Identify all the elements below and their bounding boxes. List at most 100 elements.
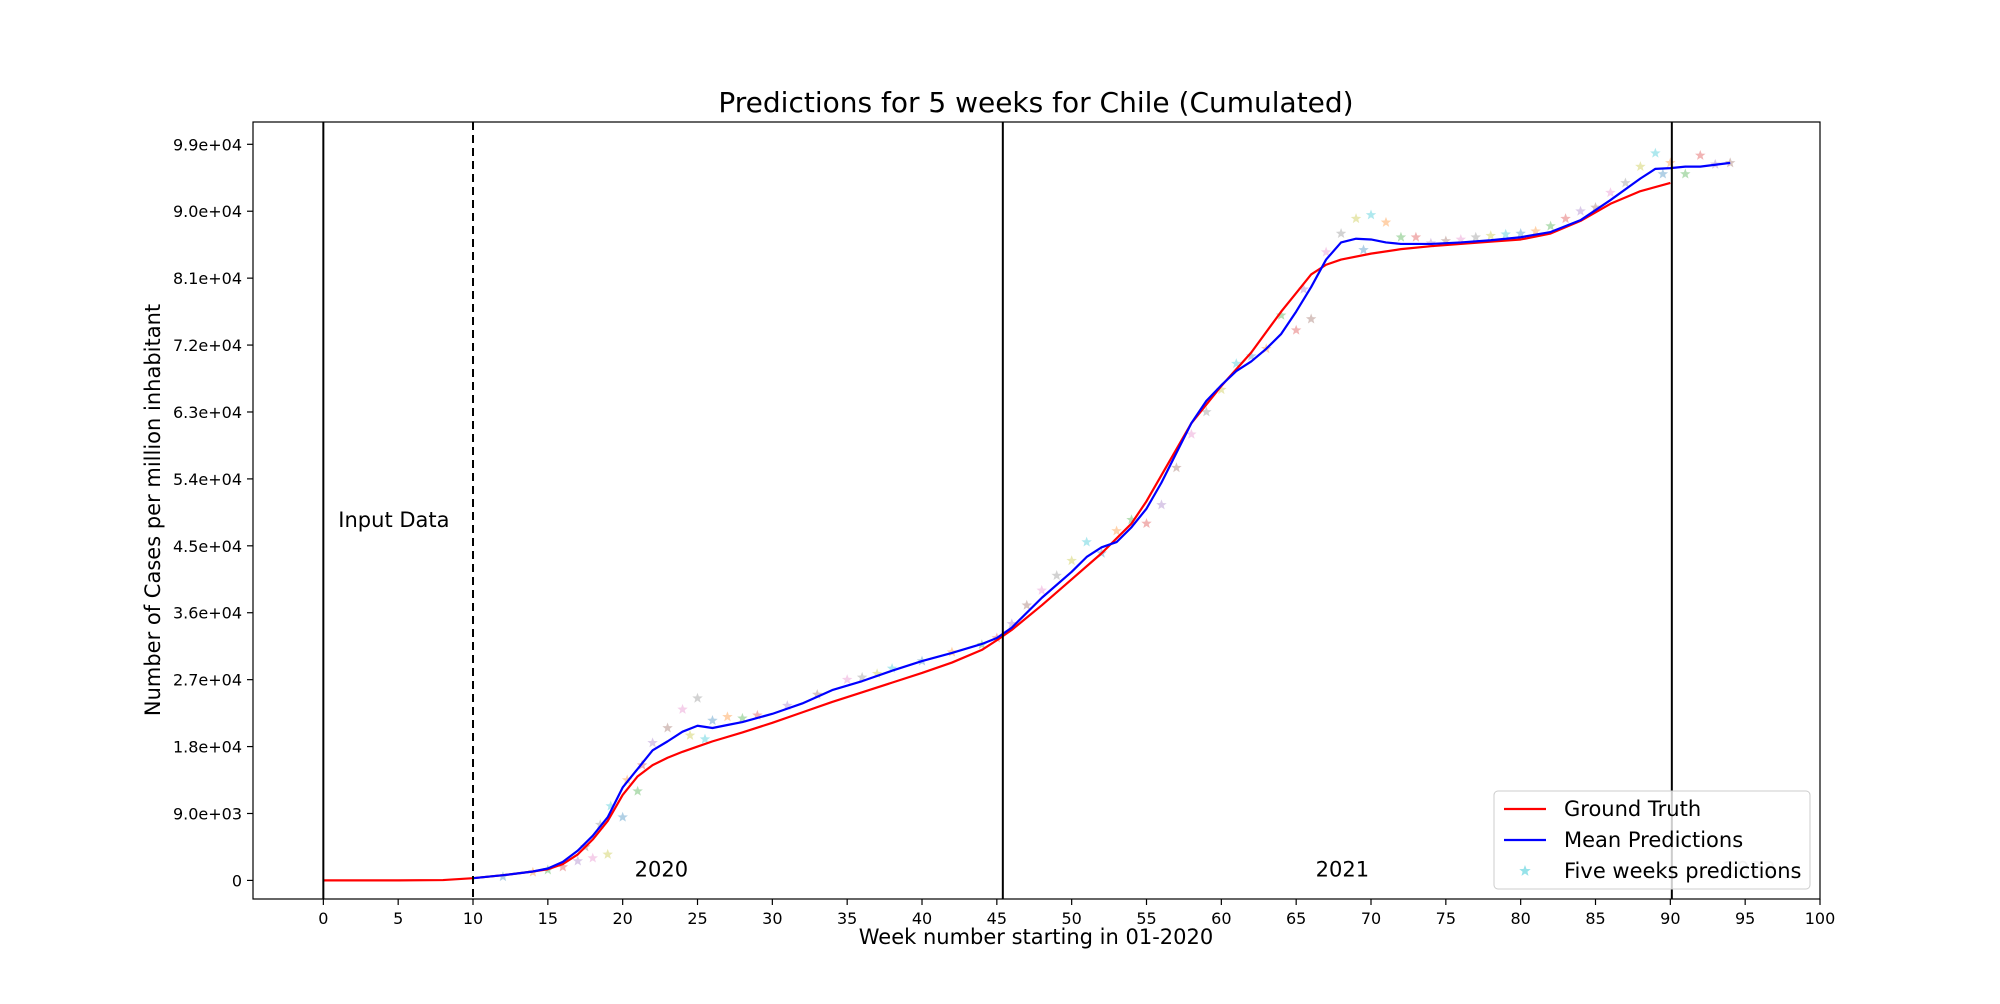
x-tick-label: 15	[538, 909, 558, 928]
prediction-star	[662, 722, 673, 733]
prediction-star	[1066, 555, 1077, 566]
x-tick-label: 80	[1510, 909, 1530, 928]
prediction-star	[1081, 536, 1092, 547]
prediction-star	[886, 663, 898, 673]
prediction-star	[1126, 514, 1137, 525]
annotation-2021: 2021	[1316, 858, 1369, 882]
y-tick-label: 6.3e+04	[173, 403, 242, 422]
legend-label-mean-predictions: Mean Predictions	[1564, 828, 1743, 852]
x-tick-label: 75	[1436, 909, 1456, 928]
prediction-star	[1006, 618, 1018, 629]
prediction-star	[1620, 177, 1631, 188]
y-tick-label: 0	[232, 871, 242, 890]
prediction-star	[1275, 309, 1287, 320]
prediction-star	[856, 671, 868, 682]
prediction-star	[1545, 220, 1556, 231]
prediction-star	[1455, 233, 1467, 244]
y-tick-label: 8.1e+04	[173, 269, 242, 288]
annotation-input-data: Input Data	[338, 508, 449, 532]
prediction-star	[946, 646, 958, 657]
x-tick-label: 45	[987, 909, 1007, 928]
x-tick-label: 20	[612, 909, 632, 928]
y-tick-label: 9.0e+04	[173, 202, 242, 221]
y-tick-label: 1.8e+04	[173, 738, 242, 757]
plot-frame	[252, 121, 1821, 900]
prediction-star	[1216, 384, 1227, 395]
prediction-star	[707, 715, 718, 725]
x-tick-label: 50	[1061, 909, 1081, 928]
prediction-star	[1156, 499, 1167, 510]
prediction-star	[1298, 283, 1309, 294]
x-tick-label: 30	[762, 909, 782, 928]
plot-area: Input Data202020212022051015202530354045…	[173, 121, 1836, 928]
prediction-star	[812, 689, 823, 699]
prediction-star	[1358, 244, 1369, 255]
y-tick-label: 2.7e+04	[173, 671, 242, 690]
prediction-star	[1590, 202, 1601, 212]
x-axis-label: Week number starting in 01-2020	[859, 925, 1213, 949]
prediction-star	[1290, 324, 1302, 335]
y-tick-label: 5.4e+04	[173, 470, 242, 489]
prediction-star	[699, 733, 711, 744]
x-tick-label: 35	[837, 909, 857, 928]
x-tick-label: 10	[463, 909, 483, 928]
y-tick-label: 9.9e+04	[173, 135, 242, 154]
prediction-star	[1650, 147, 1661, 158]
prediction-star	[632, 785, 643, 796]
prediction-star	[557, 861, 569, 872]
prediction-star	[1380, 216, 1392, 227]
prediction-star	[782, 700, 793, 711]
prediction-star	[1440, 235, 1452, 246]
ground-truth-line	[323, 181, 1671, 882]
x-tick-label: 65	[1286, 909, 1306, 928]
legend-star-swatch	[1519, 865, 1531, 876]
y-tick-label: 3.6e+04	[173, 604, 242, 623]
x-tick-label: 0	[318, 909, 328, 928]
prediction-star	[1575, 205, 1586, 216]
prediction-star	[1425, 237, 1437, 248]
prediction-star	[572, 855, 584, 866]
x-tick-label: 40	[912, 909, 932, 928]
x-tick-label: 100	[1805, 909, 1836, 928]
y-axis-label: Number of Cases per million inhabitant	[141, 304, 165, 716]
x-tick-label: 55	[1136, 909, 1156, 928]
prediction-star	[684, 729, 696, 740]
prediction-star	[1515, 228, 1526, 238]
x-tick-label: 85	[1585, 909, 1605, 928]
prediction-star	[1695, 149, 1706, 160]
prediction-star	[737, 712, 748, 723]
prediction-star	[617, 811, 628, 822]
prediction-star	[677, 703, 688, 714]
prediction-star	[1530, 225, 1541, 236]
y-tick-label: 4.5e+04	[173, 537, 242, 556]
prediction-star	[1171, 462, 1182, 473]
prediction-star	[1231, 358, 1242, 369]
x-tick-label: 90	[1660, 909, 1680, 928]
chart-title: Predictions for 5 weeks for Chile (Cumul…	[718, 86, 1353, 119]
prediction-star	[1657, 168, 1669, 179]
series-lines	[323, 161, 1731, 882]
prediction-star	[1605, 187, 1616, 198]
prediction-star	[1350, 213, 1362, 224]
prediction-star	[605, 800, 616, 811]
prediction-star	[692, 692, 703, 703]
legend: Ground Truth Mean Predictions Five weeks p…	[1493, 790, 1811, 890]
prediction-star	[1680, 168, 1691, 179]
legend-label-ground-truth: Ground Truth	[1564, 797, 1701, 821]
prediction-star	[1560, 213, 1571, 224]
prediction-star	[1021, 599, 1032, 610]
x-tick-label: 95	[1735, 909, 1755, 928]
prediction-star	[594, 819, 606, 830]
prediction-star	[1365, 209, 1377, 220]
prediction-star	[1036, 584, 1047, 595]
prediction-star	[647, 737, 658, 748]
prediction-star	[1141, 518, 1152, 528]
prediction-star	[1724, 157, 1736, 168]
prediction-star	[1665, 157, 1676, 168]
prediction-star	[1500, 228, 1511, 239]
x-tick-label: 70	[1361, 909, 1381, 928]
prediction-star	[1186, 428, 1197, 439]
mean-predictions-line	[472, 161, 1731, 880]
prediction-star	[841, 674, 853, 685]
prediction-star	[1201, 406, 1212, 417]
